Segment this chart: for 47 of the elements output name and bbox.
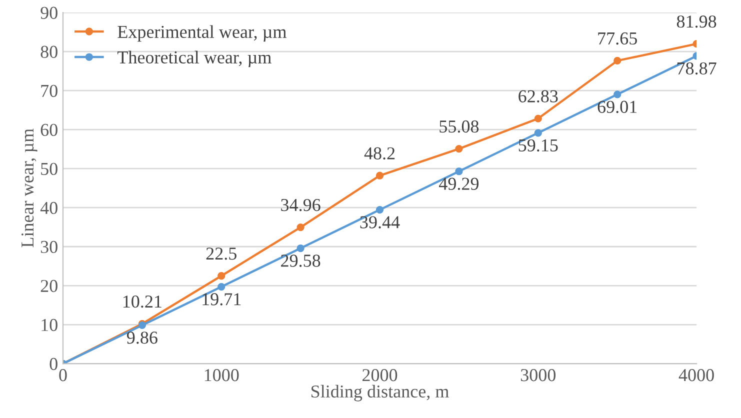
data-label: 29.58	[281, 254, 320, 267]
data-label: 19.71	[202, 293, 241, 306]
data-label: 49.29	[438, 178, 479, 190]
x-tick-label: 2000	[362, 369, 398, 382]
point	[218, 272, 226, 280]
data-label: 10.21	[123, 295, 162, 308]
x-tick-label: 3000	[520, 369, 556, 382]
data-label: 78.87	[677, 62, 716, 75]
point	[534, 129, 542, 137]
y-tick-label: 60	[40, 124, 58, 136]
data-label: 9.86	[126, 332, 158, 344]
y-tick-label: 20	[40, 280, 58, 292]
legend-label: Experimental wear, µm	[118, 25, 286, 42]
x-tick-label: 0	[59, 369, 67, 382]
data-label: 48.2	[364, 147, 395, 160]
y-tick-label: 30	[40, 240, 58, 254]
data-label: 62.83	[518, 90, 558, 102]
point	[614, 56, 622, 65]
data-label: 69.01	[598, 100, 637, 114]
data-label: 22.5	[206, 248, 236, 260]
y-tick-label: 80	[40, 46, 58, 58]
x-axis-title: Sliding distance, m	[312, 384, 449, 402]
point	[455, 144, 463, 153]
data-label: 77.65	[598, 32, 637, 45]
data-label: 55.08	[440, 120, 479, 133]
y-tick-label: 90	[40, 6, 58, 19]
point	[296, 223, 304, 232]
x-tick-label: 1000	[204, 369, 239, 382]
y-tick-label: 70	[41, 84, 58, 98]
point	[376, 172, 384, 180]
x-tick-label: 4000	[678, 369, 714, 382]
y-tick-label: 0	[50, 358, 58, 370]
y-tick-label: 40	[40, 202, 58, 214]
data-label: 39.44	[360, 216, 400, 228]
y-tick-label: 50	[41, 162, 58, 176]
y-axis-title: Linear wear, µm	[21, 128, 38, 248]
point	[296, 244, 304, 252]
legend-label: Theoretical wear, µm	[117, 50, 272, 68]
data-label: 59.15	[518, 139, 558, 152]
y-tick-label: 10	[42, 318, 58, 332]
data-label: 34.96	[281, 198, 320, 212]
point	[614, 90, 622, 98]
point	[534, 114, 542, 122]
point	[218, 282, 226, 291]
point	[455, 168, 463, 176]
point	[376, 206, 384, 214]
data-label: 81.98	[676, 15, 716, 28]
